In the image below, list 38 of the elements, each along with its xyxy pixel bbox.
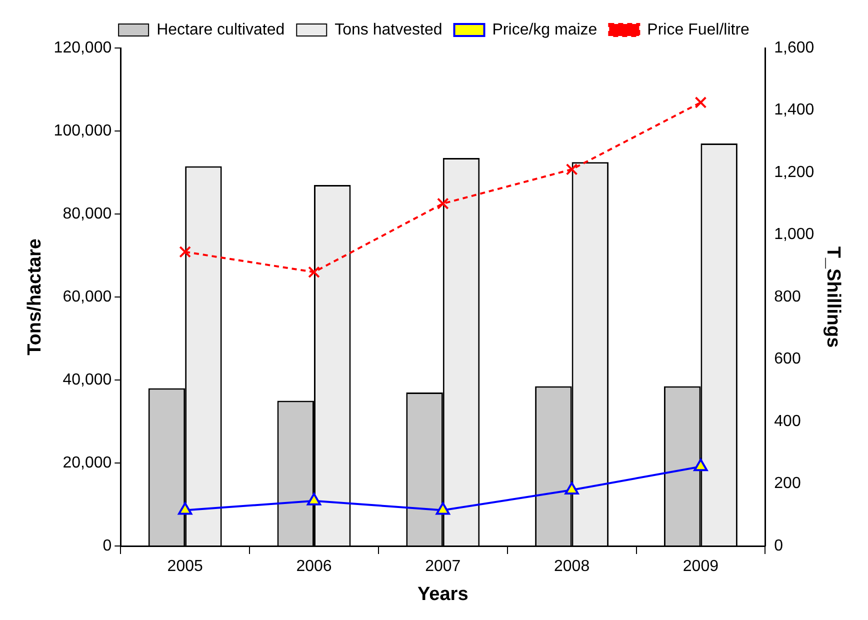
legend-label: Price Fuel/litre <box>647 21 750 38</box>
x-tick-label: 2008 <box>554 558 590 576</box>
legend-label: Price/kg maize <box>492 21 598 38</box>
y-tick-label: 0 <box>102 537 112 554</box>
y-tick-label: 100,000 <box>54 122 112 140</box>
point <box>179 246 192 258</box>
y-tick-label: 40,000 <box>62 371 112 388</box>
y2-axis-title: T_Shillings <box>822 246 844 348</box>
point <box>436 502 450 515</box>
x-tick-label: 2007 <box>425 558 461 576</box>
y2-tick-label: 600 <box>774 350 801 368</box>
point <box>694 96 707 108</box>
x-tick-label: 2006 <box>296 558 332 576</box>
point <box>566 163 578 176</box>
y2-tick-label: 400 <box>774 412 801 430</box>
y-tick-label: 80,000 <box>62 205 112 222</box>
x-tick-label: 2005 <box>167 558 203 576</box>
legend-label: Hectare cultivated <box>156 21 285 38</box>
y-tick-label: 20,000 <box>62 454 112 472</box>
x-axis-title: Years <box>418 584 468 605</box>
y-axis-title: Tons/hactare <box>24 238 46 356</box>
point <box>694 458 708 472</box>
point <box>178 502 192 515</box>
point <box>308 266 320 278</box>
point <box>564 482 579 494</box>
y2-tick-label: 1,000 <box>774 226 814 244</box>
y-tick-label: 120,000 <box>54 39 112 56</box>
y2-tick-label: 1,400 <box>774 102 814 119</box>
y2-tick-label: 1,600 <box>774 39 814 56</box>
y2-tick-label: 800 <box>774 288 801 306</box>
legend-label: Tons hatvested <box>334 21 442 38</box>
y2-tick-label: 1,200 <box>774 164 814 181</box>
point <box>306 492 322 506</box>
y-tick-label: 60,000 <box>62 288 112 306</box>
x-tick-label: 2009 <box>682 558 719 576</box>
y2-tick-label: 200 <box>774 475 801 492</box>
point <box>436 198 449 210</box>
y2-tick-label: 0 <box>774 537 784 554</box>
